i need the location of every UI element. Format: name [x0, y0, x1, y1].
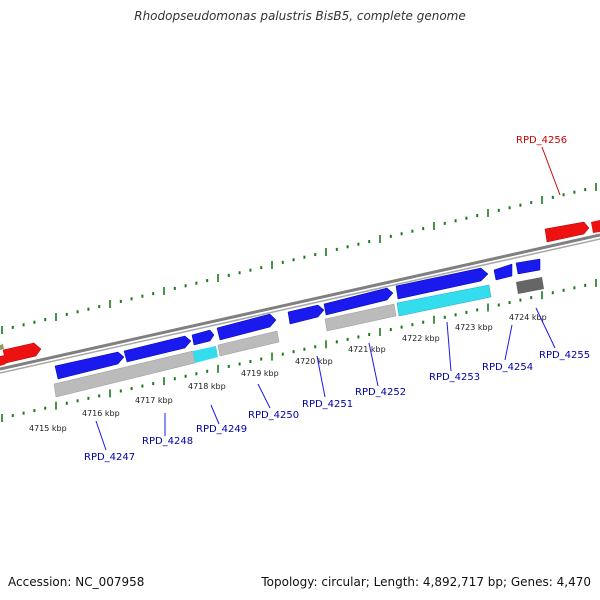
scale-label: 4716 kbp	[82, 409, 120, 418]
scale-label: 4723 kbp	[455, 323, 493, 332]
track-gray-3	[324, 303, 397, 332]
forward-strand-features	[0, 220, 600, 380]
track-dark-gray	[516, 277, 544, 294]
gene-label-rpd-4250[interactable]: RPD_4250	[248, 410, 299, 421]
cds-RPD_4252[interactable]	[323, 287, 394, 316]
scale-label: 4717 kbp	[135, 396, 173, 405]
gene-label-rpd-4247[interactable]: RPD_4247	[84, 452, 135, 463]
genome-title: Rhodopseudomonas palustris BisB5, comple…	[134, 9, 466, 23]
gene-labels: RPD_4247 RPD_4248 RPD_4249 RPD_4250 RPD_…	[84, 135, 590, 463]
cds-right-red-edge[interactable]	[591, 220, 600, 233]
accession-label: Accession: NC_007958	[8, 575, 145, 589]
gene-label-rpd-4255[interactable]: RPD_4255	[539, 350, 590, 361]
cds-RPD_4256[interactable]	[544, 221, 590, 243]
gene-label-rpd-4253[interactable]: RPD_4253	[429, 372, 480, 383]
gene-label-rpd-4252[interactable]: RPD_4252	[355, 387, 406, 398]
scale-labels: 4715 kbp 4716 kbp 4717 kbp 4718 kbp 4719…	[29, 313, 547, 433]
cds-RPD_4249[interactable]	[191, 329, 215, 346]
cds-left-red-stub[interactable]	[0, 355, 6, 366]
cds-RPD_4248[interactable]	[123, 335, 192, 363]
cds-left-olive[interactable]	[0, 344, 4, 350]
gene-label-rpd-4256[interactable]: RPD_4256	[516, 135, 567, 146]
cds-RPD_4254[interactable]	[493, 263, 513, 281]
cds-RPD_4253[interactable]	[395, 267, 489, 300]
cds-RPD_4250[interactable]	[216, 313, 277, 341]
backbone-line-upper	[0, 233, 600, 371]
scale-label: 4715 kbp	[29, 424, 67, 433]
genome-summary: Topology: circular; Length: 4,892,717 bp…	[261, 575, 591, 589]
scale-label: 4724 kbp	[509, 313, 547, 322]
cds-RPD_4251[interactable]	[287, 304, 325, 325]
scale-label: 4721 kbp	[348, 345, 386, 354]
scale-label: 4718 kbp	[188, 382, 226, 391]
backbone-line-lower	[0, 238, 600, 374]
secondary-track-features	[53, 277, 544, 398]
scale-label: 4719 kbp	[241, 369, 279, 378]
gene-label-rpd-4251[interactable]: RPD_4251	[302, 399, 353, 410]
track-cyan-1	[193, 346, 218, 363]
upper-tick-row	[1, 182, 597, 334]
gene-label-rpd-4254[interactable]: RPD_4254	[482, 362, 533, 373]
cds-RPD_4247[interactable]	[54, 351, 125, 380]
gene-label-rpd-4248[interactable]: RPD_4248	[142, 436, 193, 447]
gene-label-rpd-4249[interactable]: RPD_4249	[196, 424, 247, 435]
gene-leader-lines	[95, 146, 561, 451]
cds-RPD_4255[interactable]	[515, 258, 541, 275]
scale-label: 4722 kbp	[402, 334, 440, 343]
lower-tick-row	[1, 278, 597, 422]
track-gray-2	[217, 330, 280, 357]
scale-label: 4720 kbp	[295, 357, 333, 366]
track-cyan-2	[396, 284, 492, 317]
